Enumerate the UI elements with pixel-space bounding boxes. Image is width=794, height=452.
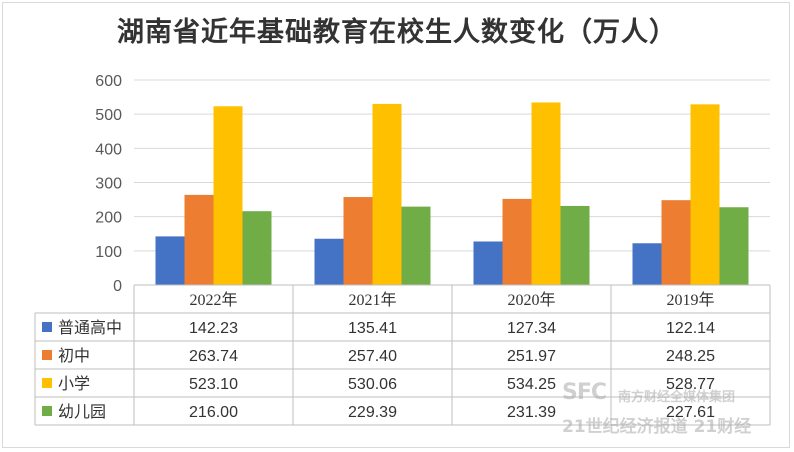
data-label: 231.39 — [507, 404, 556, 421]
bar-3-1 — [213, 106, 243, 285]
bar-4-4 — [719, 207, 749, 285]
bar-4-3 — [560, 205, 590, 285]
bar-3-4 — [690, 104, 720, 285]
watermark-group: 南方财经全媒体集团 — [618, 390, 736, 405]
data-label: 528.77 — [666, 376, 715, 393]
watermark-logo: SFC 南方财经全媒体集团 21世纪经济报道 21财经 — [562, 380, 772, 440]
bar-3-2 — [372, 103, 402, 285]
y-tick-label: 300 — [95, 176, 122, 193]
data-label: 248.25 — [666, 348, 715, 365]
data-label: 135.41 — [348, 320, 397, 337]
bar-3-3 — [531, 102, 561, 285]
legend-label: 小学 — [58, 374, 90, 393]
bar-1-1 — [155, 236, 185, 285]
bar-1-3 — [473, 241, 503, 285]
legend-label: 初中 — [58, 346, 90, 365]
data-label: 251.97 — [507, 348, 556, 365]
category-label: 2019年 — [666, 291, 714, 309]
legend-label: 普通高中 — [58, 318, 122, 337]
bar-4-1 — [242, 211, 272, 285]
data-label: 122.14 — [666, 320, 715, 337]
data-label: 534.25 — [507, 376, 556, 393]
y-tick-label: 500 — [95, 107, 122, 124]
category-label: 2020年 — [507, 291, 555, 309]
data-label: 127.34 — [507, 320, 556, 337]
data-label: 229.39 — [348, 404, 397, 421]
bar-1-2 — [314, 238, 344, 285]
y-tick-label: 100 — [95, 244, 122, 261]
data-label: 257.40 — [348, 348, 397, 365]
legend-key-4 — [42, 406, 52, 416]
chart-title: 湖南省近年基础教育在校生人数变化（万人） — [117, 17, 677, 48]
y-tick-label: 200 — [95, 210, 122, 227]
data-label: 142.23 — [189, 320, 238, 337]
watermark-21: 21世纪经济报道 21财经 — [562, 417, 752, 437]
bar-1-4 — [632, 243, 662, 285]
bar-2-3 — [502, 198, 532, 285]
data-label: 530.06 — [348, 376, 397, 393]
data-label: 523.10 — [189, 376, 238, 393]
category-label: 2021年 — [348, 291, 396, 309]
y-tick-label: 400 — [95, 141, 122, 158]
bar-2-2 — [343, 197, 373, 285]
data-label: 263.74 — [189, 348, 238, 365]
watermark-sfc: SFC — [562, 380, 607, 405]
legend-key-1 — [42, 322, 52, 332]
legend-key-3 — [42, 378, 52, 388]
legend-label: 幼儿园 — [58, 402, 106, 421]
y-tick-label: 600 — [95, 73, 122, 90]
bar-2-4 — [661, 200, 691, 285]
y-tick-label: 0 — [113, 278, 122, 295]
data-label: 216.00 — [189, 404, 238, 421]
bar-2-1 — [184, 194, 214, 285]
bar-4-2 — [401, 206, 431, 285]
legend-key-2 — [42, 350, 52, 360]
data-label: 227.61 — [666, 404, 715, 421]
category-label: 2022年 — [189, 291, 237, 309]
